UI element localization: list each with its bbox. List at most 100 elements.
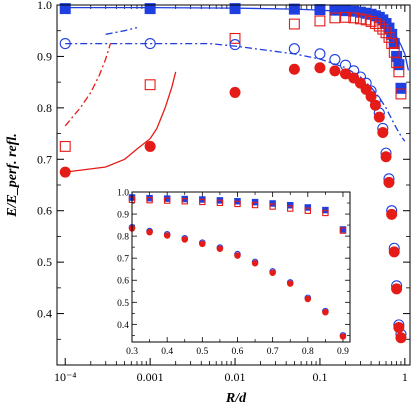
data-point: [314, 48, 326, 60]
data-point: [340, 68, 352, 80]
inset-data-point: [163, 195, 171, 202]
data-point: [391, 50, 403, 62]
data-point: [329, 12, 341, 24]
data-point: [386, 38, 398, 50]
theory-curve: [65, 71, 177, 173]
inset-data-point: [181, 236, 188, 243]
data-point: [314, 15, 326, 27]
y-tick-label: 1.0: [37, 0, 52, 12]
inset-data-point: [287, 205, 294, 212]
data-point: [393, 59, 405, 71]
y-tick-label: 0.7: [37, 152, 52, 166]
inset-y-tick-label: 0.9: [117, 211, 129, 221]
inset-data-point: [234, 252, 241, 259]
data-point: [144, 79, 156, 91]
x-tick-label: 0.1: [312, 370, 327, 384]
inset-data-point: [304, 204, 312, 211]
data-point: [383, 176, 395, 188]
inset-data-point: [269, 203, 276, 210]
inset-y-tick-label: 0.5: [117, 299, 129, 309]
inset-y-tick-label: 1.0: [117, 189, 129, 199]
inset-data-point: [304, 207, 312, 214]
data-point: [229, 3, 241, 15]
inset-y-tick-label: 0.7: [117, 255, 129, 265]
data-point: [391, 283, 403, 295]
data-point: [395, 332, 407, 344]
main-plot: 10⁻⁴ 0.001 0.01 0.1 1 0.4 0.5 0.6 0.7 0.8 0.9 1.0: [37, 0, 411, 384]
data-point: [329, 53, 341, 66]
data-point: [369, 18, 381, 29]
data-point: [365, 91, 377, 103]
inset-data-point: [146, 196, 153, 204]
inset-data-point: [286, 280, 294, 287]
inset-x-tick-label: 0.5: [196, 347, 208, 357]
data-point: [340, 11, 351, 23]
inset-y-tick-label: 0.8: [117, 233, 129, 243]
data-point: [373, 20, 385, 32]
data-point: [59, 3, 71, 15]
data-point: [144, 140, 156, 152]
inset-x-tick-label: 0.6: [232, 347, 244, 357]
data-point: [395, 88, 407, 100]
data-point: [395, 82, 407, 94]
inset-data-point: [146, 194, 153, 202]
inset-data-point: [339, 227, 347, 234]
data-point: [288, 3, 300, 15]
y-tick-label: 0.5: [37, 255, 52, 269]
theory-curve: [105, 26, 138, 35]
y-tick-label: 0.6: [37, 204, 52, 218]
data-point: [355, 13, 366, 25]
data-point: [144, 38, 156, 50]
inset-data-point: [216, 199, 224, 207]
inset-x-tick-label: 0.8: [302, 347, 314, 357]
inset-data-point: [163, 232, 171, 239]
data-point: [229, 32, 241, 44]
data-point: [340, 5, 352, 17]
inset-data-point: [199, 240, 206, 248]
data-point: [348, 5, 360, 17]
data-point: [314, 4, 326, 16]
data-point: [369, 99, 381, 111]
y-tick-label: 0.4: [37, 307, 52, 321]
inset-data-point: [251, 260, 259, 267]
inset-data-point: [146, 228, 153, 236]
data-point: [59, 38, 71, 50]
inset-x-tick-label: 0.7: [267, 347, 279, 357]
inset-data-point: [181, 198, 188, 205]
x-tick-label: 10⁻⁴: [54, 370, 77, 384]
inset-data-point: [339, 333, 347, 340]
inset-x-tick-label: 0.3: [126, 347, 138, 357]
inset-data-point: [251, 201, 259, 209]
data-point: [393, 321, 405, 333]
data-point: [388, 246, 400, 258]
data-point: [229, 86, 241, 98]
inset-data-point: [286, 201, 294, 209]
theory-curve: [65, 42, 406, 142]
data-point: [329, 4, 341, 16]
inset-data-point: [216, 245, 224, 252]
inset-plot: 0.3 0.4 0.5 0.6 0.7 0.8 0.9 0.4 0.5 0.6 0.7 0.8 0.9 1…: [117, 189, 351, 357]
inset-data-point: [304, 295, 312, 303]
data-point: [393, 66, 405, 78]
inset-data-point: [339, 226, 347, 233]
y-axis-title: E/E_perf. refl.: [5, 133, 20, 218]
data-point: [354, 6, 366, 18]
data-point: [377, 23, 389, 35]
inset-frame: [131, 191, 351, 343]
y-tick-label: 0.8: [37, 101, 52, 115]
data-point: [377, 127, 389, 139]
x-tick-label: 0.001: [137, 370, 164, 384]
inset-data-point: [234, 200, 241, 208]
data-point: [229, 39, 241, 51]
inset-x-tick-label: 0.9: [337, 347, 349, 357]
inset-data-point: [163, 197, 171, 204]
data-point: [288, 43, 300, 55]
x-tick-label: 0.01: [225, 370, 246, 384]
inset-data-point: [269, 269, 276, 276]
x-axis-title: R/d: [225, 391, 247, 406]
data-point: [386, 208, 398, 220]
theory-curve: [64, 43, 112, 127]
data-point: [329, 65, 341, 77]
data-point: [380, 151, 392, 163]
